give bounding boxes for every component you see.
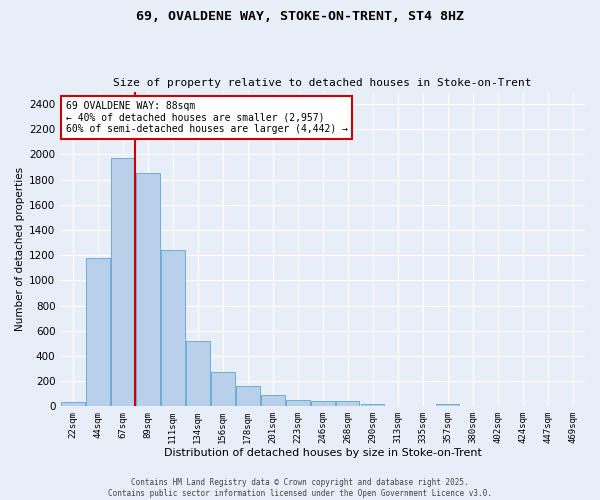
Bar (236, 386, 260, 406)
Bar (361, 404, 385, 406)
X-axis label: Distribution of detached houses by size in Stoke-on-Trent: Distribution of detached houses by size … (164, 448, 482, 458)
Text: 69 OVALDENE WAY: 88sqm
← 40% of detached houses are smaller (2,957)
60% of semi-: 69 OVALDENE WAY: 88sqm ← 40% of detached… (65, 101, 347, 134)
Bar (136, 172, 160, 406)
Bar (211, 372, 235, 406)
Bar (86, 258, 110, 406)
Bar (311, 401, 335, 406)
Bar (111, 158, 134, 406)
Text: Contains HM Land Registry data © Crown copyright and database right 2025.
Contai: Contains HM Land Registry data © Crown c… (108, 478, 492, 498)
Text: 69, OVALDENE WAY, STOKE-ON-TRENT, ST4 8HZ: 69, OVALDENE WAY, STOKE-ON-TRENT, ST4 8H… (136, 10, 464, 23)
Bar (61, 402, 85, 406)
Bar (436, 404, 460, 406)
Bar (286, 400, 310, 406)
Y-axis label: Number of detached properties: Number of detached properties (15, 167, 25, 331)
Bar (336, 402, 359, 406)
Bar (161, 250, 185, 406)
Title: Size of property relative to detached houses in Stoke-on-Trent: Size of property relative to detached ho… (113, 78, 532, 88)
Bar (186, 342, 209, 406)
Bar (261, 395, 284, 406)
